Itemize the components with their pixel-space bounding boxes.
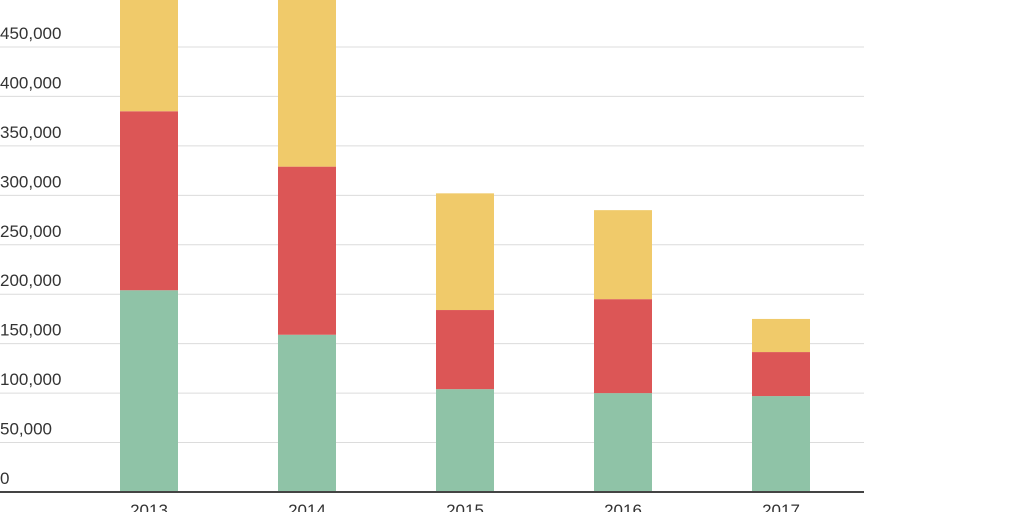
bar-segment — [752, 396, 810, 492]
y-tick-label: 400,000 — [0, 73, 61, 92]
bar-segment — [594, 299, 652, 394]
y-tick-label: 150,000 — [0, 321, 61, 340]
y-tick-label: 450,000 — [0, 24, 61, 43]
bar-segment — [120, 0, 178, 112]
bar-segment — [436, 389, 494, 492]
x-tick-label: 2016 — [604, 501, 642, 512]
y-tick-label: 100,000 — [0, 370, 61, 389]
x-tick-label: 2014 — [288, 501, 326, 512]
bar-segment — [436, 310, 494, 390]
y-tick-label: 300,000 — [0, 172, 61, 191]
bar-segment — [278, 334, 336, 492]
x-tick-label: 2015 — [446, 501, 484, 512]
bar-segment — [120, 290, 178, 492]
y-tick-label: 250,000 — [0, 222, 61, 241]
bar-segment — [594, 210, 652, 300]
bar-segment — [120, 111, 178, 291]
x-tick-label: 2017 — [762, 501, 800, 512]
y-tick-label: 350,000 — [0, 123, 61, 142]
y-tick-label: 0 — [0, 469, 9, 488]
y-tick-label: 50,000 — [0, 420, 52, 439]
bar-segment — [752, 352, 810, 397]
bar-segment — [594, 393, 652, 492]
bar-segment — [278, 166, 336, 335]
x-tick-label: 2013 — [130, 501, 168, 512]
y-tick-label: 200,000 — [0, 271, 61, 290]
bar-segment — [752, 318, 810, 353]
bar-segment — [436, 193, 494, 311]
bar-segment — [278, 0, 336, 167]
